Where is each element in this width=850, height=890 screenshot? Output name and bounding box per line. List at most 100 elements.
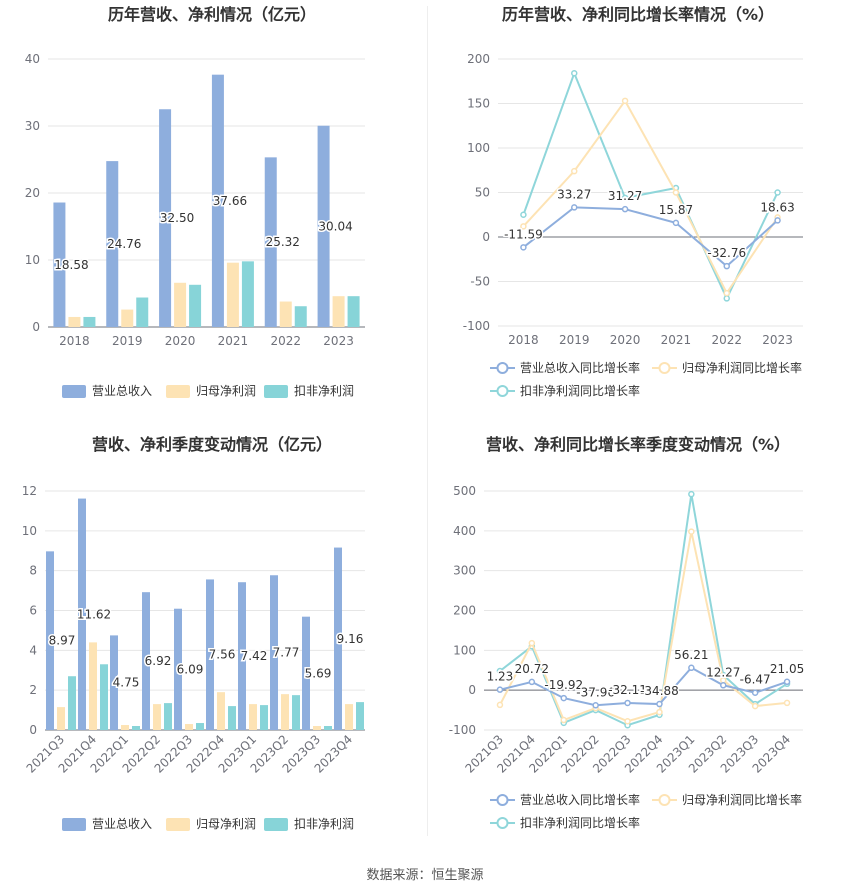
bar-2 xyxy=(174,282,187,327)
y-tick-label: 2 xyxy=(29,683,37,697)
bar-1 xyxy=(270,575,278,730)
bar-3 xyxy=(132,726,140,730)
legend-item-3: 扣非净利润 xyxy=(264,384,354,398)
bar-2 xyxy=(226,262,239,327)
series-point-2 xyxy=(621,97,629,105)
bar-1 xyxy=(238,582,246,730)
bar-3 xyxy=(68,676,76,730)
legend-label: 营业总收入 xyxy=(92,384,152,398)
bar-1 xyxy=(317,125,330,328)
x-tick-label: 2023 xyxy=(762,333,793,347)
data-label: 37.66 xyxy=(213,194,247,208)
bar-3 xyxy=(294,306,307,327)
x-tick-label: 2022 xyxy=(270,334,301,348)
y-tick-label: 40 xyxy=(25,52,40,66)
y-tick-label: -50 xyxy=(470,275,490,289)
series-point-3 xyxy=(520,211,527,218)
data-source: 数据来源：恒生聚源 xyxy=(366,868,484,883)
data-label: -37.96 xyxy=(576,685,615,699)
data-label: -19.92 xyxy=(544,678,583,692)
chart-title: 营收、净利同比增长率季度变动情况（%） xyxy=(486,435,790,454)
legend-item-1: 营业总收入 xyxy=(62,817,152,831)
data-label: 9.16 xyxy=(337,632,364,646)
bar-1 xyxy=(106,161,119,327)
bar-3 xyxy=(196,723,204,730)
legend-swatch xyxy=(166,818,190,831)
data-label: -11.59 xyxy=(504,227,543,241)
bar-3 xyxy=(356,702,364,730)
y-tick-label: 200 xyxy=(453,604,476,618)
y-tick-label: 500 xyxy=(453,484,476,498)
bar-3 xyxy=(228,706,236,730)
data-label: 1.23 xyxy=(487,670,514,684)
series-point-1 xyxy=(621,205,629,213)
bar-2 xyxy=(121,725,129,730)
legend-item-2: 归母净利润同比增长率 xyxy=(652,360,802,375)
series-point-1 xyxy=(656,700,663,708)
data-label: 5.69 xyxy=(305,666,332,680)
x-tick-label: 2023 xyxy=(323,334,354,348)
y-tick-label: 100 xyxy=(453,643,476,657)
legend-label: 归母净利润同比增长率 xyxy=(682,360,802,375)
series-point-1 xyxy=(528,678,536,686)
data-label: -34.88 xyxy=(640,684,679,698)
y-tick-label: 100 xyxy=(467,141,490,155)
legend-item-1: 营业总收入同比增长率 xyxy=(490,360,640,375)
series-point-1 xyxy=(783,678,791,686)
series-line-1 xyxy=(499,666,788,707)
bar-2 xyxy=(313,726,321,730)
bar-2 xyxy=(281,694,289,730)
data-label: 7.42 xyxy=(241,649,268,663)
legend-item-2: 归母净利润同比增长率 xyxy=(652,792,802,807)
legend-item-3: 扣非净利润同比增长率 xyxy=(490,383,640,398)
series-point-2 xyxy=(656,708,663,716)
chart-panel-1: 历年营收、净利情况（亿元） 0 10 20 30 40 2018 2019 2020 2021 20… xyxy=(25,5,365,398)
legend-item-1: 营业总收入同比增长率 xyxy=(490,792,640,807)
legend-label: 归母净利润 xyxy=(196,817,256,831)
series-point-2 xyxy=(496,701,504,709)
series-point-2 xyxy=(520,223,527,230)
chart-panel-2: 历年营收、净利同比增长率情况（%） -100 -50 0 50 100 150 200 2018… xyxy=(463,5,803,398)
x-tick-label: 2020 xyxy=(610,333,641,347)
x-tick-label: 2020 xyxy=(165,334,196,348)
data-label: 20.72 xyxy=(515,662,549,676)
legend-marker xyxy=(658,362,671,374)
legend-marker xyxy=(496,362,509,374)
y-tick-label: 8 xyxy=(29,564,37,578)
legend-marker xyxy=(496,817,509,829)
legend-marker xyxy=(496,385,509,397)
series-point-2 xyxy=(751,702,759,710)
legend-label: 营业总收入 xyxy=(92,817,152,831)
bar-2 xyxy=(68,316,81,327)
y-tick-label: 10 xyxy=(25,253,40,267)
series-point-1 xyxy=(672,219,680,227)
chart-title: 营收、净利季度变动情况（亿元） xyxy=(92,435,332,454)
bar-1 xyxy=(211,74,224,327)
x-tick-label: 2019 xyxy=(559,333,590,347)
series-point-1 xyxy=(720,682,727,689)
chart-panel-3: 营收、净利季度变动情况（亿元）0246810122021Q32021Q42022… xyxy=(22,435,365,831)
bar-2 xyxy=(217,692,225,730)
bar-3 xyxy=(241,261,254,327)
series-point-3 xyxy=(496,667,504,675)
legend-item-2: 归母净利润 xyxy=(166,817,256,831)
y-tick-label: 12 xyxy=(22,484,37,498)
data-label: 25.32 xyxy=(266,235,300,249)
data-label: 18.58 xyxy=(54,258,88,272)
y-tick-label: 6 xyxy=(29,604,37,618)
legend-marker xyxy=(658,794,671,806)
data-label: 7.77 xyxy=(273,646,300,660)
legend-swatch xyxy=(264,385,288,398)
bar-2 xyxy=(153,704,161,730)
legend-swatch xyxy=(166,385,190,398)
legend-label: 归母净利润 xyxy=(196,384,256,398)
y-tick-label: 0 xyxy=(32,320,40,334)
legend-label: 扣非净利润 xyxy=(294,817,354,831)
y-tick-label: -100 xyxy=(463,319,490,333)
series-point-2 xyxy=(528,639,536,647)
legend-swatch xyxy=(62,385,86,398)
data-label: 6.92 xyxy=(145,654,172,668)
bar-2 xyxy=(89,642,97,730)
y-tick-label: -100 xyxy=(449,723,476,737)
legend-label: 归母净利润同比增长率 xyxy=(682,792,802,807)
